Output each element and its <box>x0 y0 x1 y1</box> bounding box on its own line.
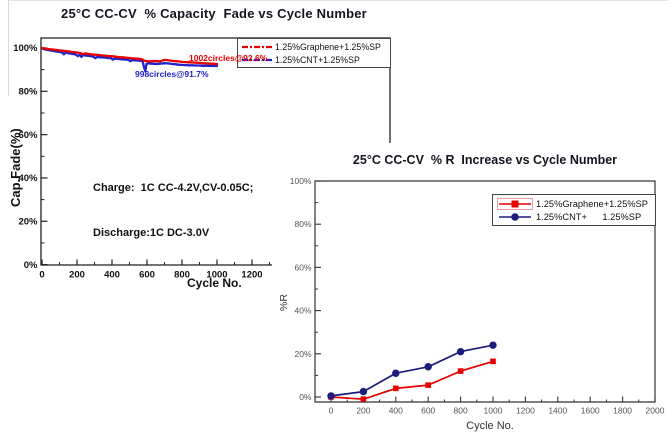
data-point-square-graphene <box>360 396 367 402</box>
y-tick-label: 40% <box>294 306 311 316</box>
cnt-dashdot-line-icon <box>242 58 272 61</box>
data-point-square-graphene <box>490 358 496 365</box>
graphene-dashdot-line-icon <box>242 45 272 48</box>
x-tick-label: 400 <box>389 406 403 416</box>
charge-condition-line: Charge: 1C CC-4.2V,CV-0.05C; <box>93 182 254 194</box>
y-tick-label: 40% <box>18 173 38 184</box>
y-tick-label: 80% <box>294 219 311 229</box>
capacity-x-axis-label: Cycle No. <box>187 276 242 290</box>
cnt-legend-label: 1.25%CNT+1.25%SP <box>275 54 360 65</box>
x-axis-ticks: 0 200 400 600 800 1000 1200 1400 1600 1800 2000 <box>329 396 665 416</box>
y-tick-label: 20% <box>294 349 311 359</box>
y-tick-label: 60% <box>18 130 38 141</box>
y-tick-label: 60% <box>294 262 311 272</box>
legend-entry-graphene: 1.25%Graphene+1.25%SP <box>238 40 390 53</box>
page-border-top <box>8 0 668 1</box>
graphene-legend-label: 1.25%Graphene+1.25%SP <box>275 41 381 52</box>
data-point-square-graphene <box>457 368 464 374</box>
x-tick-label: 1200 <box>241 270 262 281</box>
capacity-chart-legend: 1.25%Graphene+1.25%SP 1.25%CNT+1.25%SP <box>237 38 391 68</box>
resistance-y-axis-label: %R <box>278 294 290 311</box>
resistance-chart-plot-area: 0% 20% 40% 60% 80% 100% 0 200 400 600 800 1000 1200 1… <box>290 176 665 416</box>
legend-entry-graphene: 1.25%Graphene+1.25%SP <box>493 197 655 210</box>
test-conditions-note: Charge: 1C CC-4.2V,CV-0.05C; Discharge:1… <box>93 151 253 271</box>
capacity-chart-title: 25°C CC-CV % Capacity Fade vs Cycle Numb… <box>61 6 367 21</box>
series-line-graphene <box>330 360 494 401</box>
resistance-x-axis-label: Cycle No. <box>466 420 514 432</box>
x-tick-label: 600 <box>139 270 155 281</box>
y-tick-label: 0% <box>24 260 38 271</box>
x-tick-label: 0 <box>39 270 44 281</box>
x-tick-label: 1600 <box>581 406 600 416</box>
data-point-circle-cnt <box>424 363 432 371</box>
y-tick-label: 100% <box>290 176 312 186</box>
data-point-circle-cnt <box>392 369 400 377</box>
x-tick-label: 200 <box>356 406 370 416</box>
graphene-endpoint-annotation: 1002circles@92.6% <box>189 53 268 63</box>
x-tick-label: 1000 <box>206 270 227 281</box>
legend-entry-cnt: 1.25%CNT+ 1.25%SP <box>493 210 655 223</box>
y-tick-label: 0% <box>299 392 312 402</box>
cnt-circle-marker-icon <box>499 212 531 221</box>
x-tick-label: 1200 <box>516 406 535 416</box>
y-tick-label: 20% <box>18 216 38 227</box>
x-tick-label: 2000 <box>646 406 665 416</box>
legend-entry-cnt: 1.25%CNT+1.25%SP <box>238 53 390 66</box>
series-line-cnt <box>40 47 219 73</box>
resistance-increase-chart: 25°C CC-CV % R Increase vs Cycle Number … <box>272 143 671 447</box>
x-tick-label: 800 <box>174 270 190 281</box>
data-point-square-graphene <box>425 382 431 388</box>
x-tick-label: 400 <box>104 270 120 281</box>
y-axis-ticks: 0% 20% 40% 60% 80% 100% <box>290 176 321 402</box>
x-tick-label: 600 <box>421 406 435 416</box>
resistance-chart-legend: 1.25%Graphene+1.25%SP 1.25%CNT+ 1.25%SP <box>492 194 656 226</box>
x-tick-label: 800 <box>454 406 468 416</box>
cnt-legend-label: 1.25%CNT+ 1.25%SP <box>536 211 642 222</box>
graphene-legend-label: 1.25%Graphene+1.25%SP <box>536 198 648 209</box>
capacity-y-axis-label: Cap.Fade(%) <box>8 128 23 207</box>
page-border-left <box>8 0 9 96</box>
y-tick-label: 80% <box>18 87 38 98</box>
data-point-circle-cnt <box>359 387 368 396</box>
graphene-legend-highlight-box <box>497 197 533 210</box>
graphene-square-marker-icon <box>499 200 531 207</box>
discharge-condition-line: Discharge:1C DC-3.0V <box>93 227 210 239</box>
x-tick-label: 0 <box>329 406 334 416</box>
data-point-square-graphene <box>393 385 399 392</box>
x-axis-ticks: 0 200 400 600 800 1000 1200 <box>39 259 270 281</box>
resistance-chart-title: 25°C CC-CV % R Increase vs Cycle Number <box>352 153 618 167</box>
data-point-circle-cnt <box>327 392 335 400</box>
data-point-circle-cnt <box>456 347 465 356</box>
data-point-circle-cnt <box>489 341 497 349</box>
series-line-graphene <box>40 46 219 66</box>
series-line-cnt <box>330 344 494 397</box>
x-tick-label: 200 <box>69 270 85 281</box>
x-tick-label: 1800 <box>613 406 632 416</box>
y-tick-label: 100% <box>13 43 38 54</box>
x-tick-label: 1000 <box>484 406 503 416</box>
x-tick-label: 1400 <box>548 406 567 416</box>
capacity-fade-chart: 25°C CC-CV % Capacity Fade vs Cycle Numb… <box>0 0 400 300</box>
cnt-endpoint-annotation: 998circles@91.7% <box>135 69 209 79</box>
